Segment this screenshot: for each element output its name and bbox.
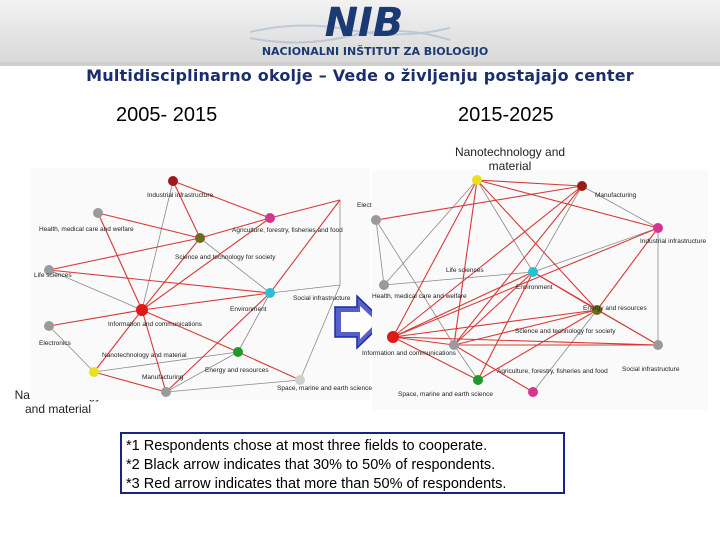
label-right-space: Space, marine and earth science: [398, 391, 493, 398]
left-nodes: [44, 176, 305, 397]
notes-box: *1 Respondents chose at most three field…: [120, 432, 565, 494]
nib-logo: NIB NACIONALNI INŠTITUT ZA BIOLOGIJO: [249, 0, 488, 58]
left-network: Industrial infrastructure Electronics He…: [30, 168, 390, 400]
node-right-health: [387, 331, 399, 343]
right-gray-edges: [375, 179, 659, 393]
label-right-energy: Energy and resources: [583, 305, 647, 312]
node-right-social-infra: [653, 340, 663, 350]
label-left-life-sciences: Life sciences: [34, 272, 72, 279]
label-right-life-sciences: Life sciences: [446, 267, 484, 274]
node-right-electronics: [371, 215, 381, 225]
slide-title: Multidisciplinarno okolje – Vede o življ…: [86, 66, 634, 85]
label-left-energy: Energy and resources: [205, 367, 269, 374]
node-right-science-society: [592, 305, 602, 315]
label-left-environment: Environment: [230, 306, 267, 313]
node-right-industrial: [653, 223, 663, 233]
label-left-information: Information and communications: [108, 321, 203, 328]
logo-text: NIB: [325, 0, 404, 46]
node-right-life-sciences: [379, 280, 389, 290]
node-left-social-infra: [265, 288, 275, 298]
label-left-social-infra: Social infrastructure: [293, 295, 351, 302]
label-right-information: Information and communications: [362, 350, 457, 357]
institute-name: NACIONALNI INŠTITUT ZA BIOLOGIJO: [262, 45, 488, 58]
label-right-industrial: Industrial infrastructure: [640, 238, 706, 245]
label-right-social-infra: Social infrastructure: [622, 366, 680, 373]
node-left-manufacturing: [161, 387, 171, 397]
logo-dna-decoration: [249, 24, 451, 44]
node-left-agriculture: [265, 213, 275, 223]
left-red-edges: [48, 180, 341, 393]
node-right-space: [528, 387, 538, 397]
period-left: 2005- 2015: [116, 104, 218, 126]
label-left-health: Health, medical care and welfare: [39, 226, 134, 233]
label-right-health: Health, medical care and welfare: [372, 293, 467, 300]
node-right-environment: [528, 267, 538, 277]
node-left-energy: [233, 347, 243, 357]
label-left-manufacturing: Manufacturing: [142, 374, 184, 381]
note-3: *3 Red arrow indicates that more than 50…: [126, 476, 507, 492]
note-2: *2 Black arrow indicates that 30% to 50%…: [126, 457, 496, 473]
node-left-life-sciences: [44, 265, 54, 275]
header-gradient: [0, 0, 720, 62]
node-right-nanotech: [472, 175, 482, 185]
node-left-space: [295, 375, 305, 385]
node-left-industrial: [168, 176, 178, 186]
header-divider: [0, 62, 720, 66]
right-network: Manufacturing Industrial infrastructure …: [362, 170, 708, 410]
node-left-health: [93, 208, 103, 218]
label-left-science-society: Science and technology for society: [175, 254, 276, 261]
label-right-agriculture: Agriculture, forestry, fisheries and foo…: [497, 368, 608, 375]
label-left-industrial: Industrial infrastructure: [147, 192, 213, 199]
node-right-manufacturing: [577, 181, 587, 191]
node-left-electronics2: [44, 321, 54, 331]
label-left-agriculture: Agriculture, forestry, fisheries and foo…: [232, 227, 343, 234]
transition-arrow: [334, 294, 386, 350]
right-nodes: [371, 175, 663, 397]
period-right: 2015-2025: [458, 104, 554, 126]
node-left-science-society: [195, 233, 205, 243]
label-left-space: Space, marine and earth science: [277, 385, 372, 392]
label-right-environment: Environment: [516, 284, 553, 291]
right-nanotech-heading: Nanotechnology and material: [454, 145, 566, 173]
node-left-nanotech: [89, 367, 99, 377]
label-right-manufacturing: Manufacturing: [595, 192, 637, 199]
node-left-environment: [136, 304, 148, 316]
label-left-nanotech: Nanotechnology and material: [102, 352, 187, 359]
node-right-information: [449, 340, 459, 350]
right-network-background: [372, 170, 708, 410]
right-node-labels: Manufacturing Industrial infrastructure …: [362, 192, 706, 398]
note-1: *1 Respondents chose at most three field…: [126, 438, 488, 454]
label-right-science-society: Science and technology for society: [515, 328, 616, 335]
left-node-labels: Industrial infrastructure Electronics He…: [34, 192, 390, 392]
label-left-electronics2: Electronics: [39, 340, 72, 347]
node-right-agriculture: [473, 375, 483, 385]
